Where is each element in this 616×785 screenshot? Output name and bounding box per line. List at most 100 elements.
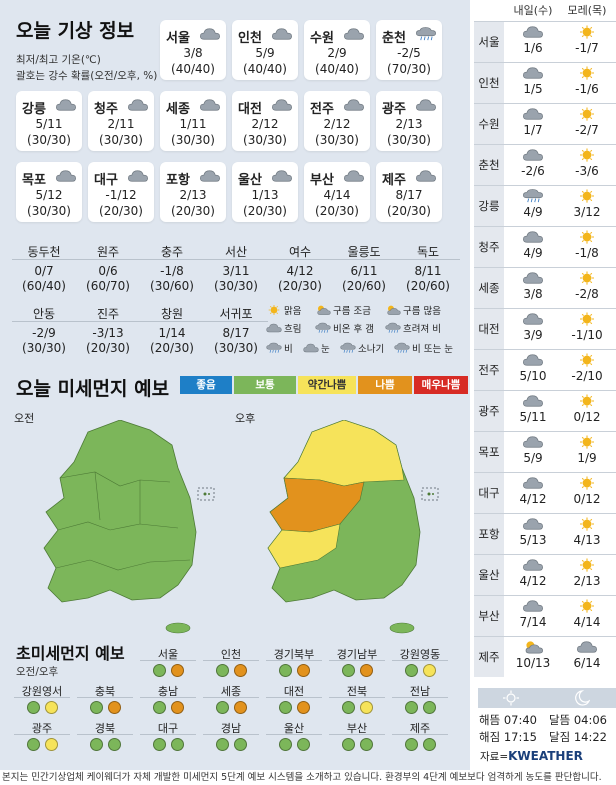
dust-dot-am [89,701,103,714]
dust-dot-am [278,738,292,751]
region-name: 충남 [140,683,196,698]
city-name: 대구 [94,173,118,188]
forecast-city: 청주 [474,227,504,267]
forecast-tomorrow-temp: 1/6 [523,41,543,55]
sun-icon [576,599,598,613]
region-forecast: 제주 [392,720,448,751]
forecast-row: 대구 4/12 0/12 [474,472,616,513]
forecast-row: 춘천 -2/6 -3/6 [474,144,616,185]
forecast-dayafter-temp: -3/6 [575,164,599,178]
dust-dot-pm [107,738,121,751]
city-card: 수원 2/9 (40/40) [304,20,370,80]
cloud-icon [127,98,149,112]
legend-cloudy: 흐림 [284,324,302,335]
dust-dot-am [278,701,292,714]
city-prob: (30/30) [315,133,359,147]
forecast-tomorrow: 7/14 [508,599,558,629]
dust-level: 좋음 [180,376,232,394]
small-city-prob: (60/40) [22,279,66,293]
small-city-temp: -3/13 [92,326,124,340]
small-city: 동두천 0/7 (60/40) [12,240,76,302]
legend-sunny: 맑음 [284,306,302,317]
city-name: 청주 [94,102,118,117]
dust-dot-am [341,664,355,677]
sun-icon [576,189,598,203]
dust-dot-pm [359,738,373,751]
region-name: 전북 [329,683,385,698]
forecast-dayafter-temp: 0/12 [573,410,601,424]
sun-icon [576,394,598,408]
forecast-tomorrow-temp: 1/7 [523,123,543,137]
forecast-row: 광주 5/11 0/12 [474,390,616,431]
forecast-dayafter-temp: -1/10 [571,328,603,342]
small-city-name: 여수 [268,240,332,260]
sun-icon [576,25,598,39]
forecast-city: 인천 [474,63,504,103]
cloud-icon [271,169,293,183]
city-prob: (20/30) [387,204,431,218]
region-forecast: 광주 [14,720,70,751]
cloud-icon [522,271,544,285]
city-card: 청주 2/11 (30/30) [88,91,154,151]
region-forecast: 대구 [140,720,196,751]
forecast-tomorrow: 4/9 [508,189,558,219]
city-temp: 2/11 [107,117,135,131]
cloud-icon [271,98,293,112]
sunrise: 해뜸 07:40 [479,713,537,727]
city-name: 광주 [382,102,406,117]
city-card: 전주 2/12 (30/30) [304,91,370,151]
forecast-tomorrow: 4/9 [508,230,558,260]
sun-icon [503,690,519,706]
mostly-cloud-icon [385,304,401,316]
temp-legend: 최저/최고 기온(℃) [16,54,101,66]
rain-after-icon [315,322,331,334]
region-forecast: 경기남부 [329,646,385,677]
small-city-temp: 3/11 [222,264,250,278]
forecast-row: 포항 5/13 4/13 [474,513,616,554]
source: 자료=KWEATHER [480,749,583,764]
forecast-dayafter: 1/9 [562,435,612,465]
small-city-prob: (30/30) [214,279,258,293]
pm-map [267,420,439,634]
forecast-dayafter-temp: 0/12 [573,492,601,506]
forecast-dayafter: -2/8 [562,271,612,301]
forecast-tomorrow-temp: 4/12 [519,574,547,588]
dust-level: 매우나쁨 [414,376,468,394]
region-name: 전남 [392,683,448,698]
dust-dot-am [215,701,229,714]
sun-icon [576,230,598,244]
city-temp: 2/9 [327,46,347,60]
cloud-icon [415,169,437,183]
dust-dot-pm [296,701,310,714]
city-temp: 2/12 [251,117,279,131]
dust-dot-pm [422,664,436,677]
city-name: 서울 [166,31,190,46]
forecast-tomorrow-temp: 4/9 [523,205,543,219]
sun-icon [576,517,598,531]
region-forecast: 충북 [77,683,133,714]
forecast-row: 서울 1/6 -1/7 [474,21,616,62]
forecast-tomorrow: 10/13 [508,640,558,670]
forecast-tomorrow-temp: 5/10 [519,369,547,383]
forecast-row: 제주 10/13 6/14 [474,636,616,677]
snow-icon [303,342,319,354]
forecast-dayafter-temp: -1/7 [575,41,599,55]
sun-icon [576,148,598,162]
legend-shower: 소나기 [358,344,385,355]
forecast-city: 목포 [474,432,504,472]
cloud-icon [522,312,544,326]
city-temp: 2/13 [395,117,423,131]
dust-dot-am [341,701,355,714]
forecast-dayafter: 2/13 [562,558,612,588]
cloud-icon [522,107,544,121]
forecast-dayafter: -2/10 [562,353,612,383]
city-name: 울산 [238,173,262,188]
city-temp: 1/11 [179,117,207,131]
legend-rain-snow: 비 또는 눈 [412,344,453,355]
small-city-temp: 8/17 [222,326,250,340]
city-temp: 2/13 [179,188,207,202]
small-city-name: 안동 [12,302,76,322]
region-forecast: 전남 [392,683,448,714]
city-name: 강릉 [22,102,46,117]
city-prob: (40/40) [243,62,287,76]
